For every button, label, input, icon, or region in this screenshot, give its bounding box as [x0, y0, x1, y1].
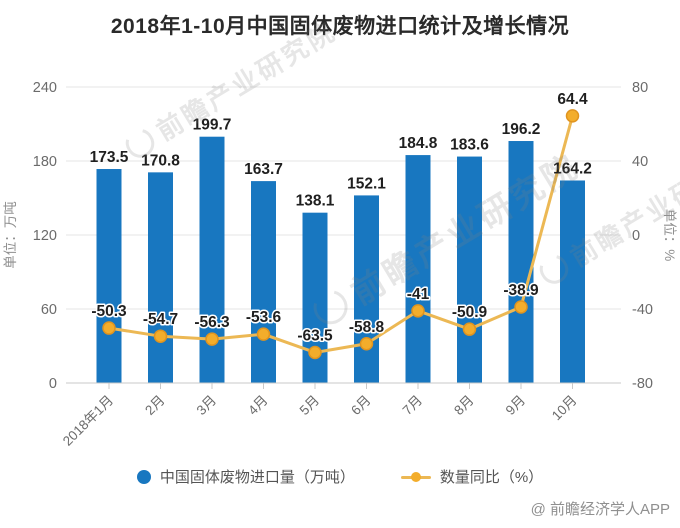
x-axis-category-label: 9月 — [503, 393, 528, 418]
legend-item-yoy[interactable]: 数量同比（%） — [400, 466, 544, 487]
x-axis-category-label: 4月 — [245, 393, 270, 418]
x-axis-category-label: 6月 — [348, 393, 373, 418]
line-marker — [514, 300, 528, 314]
line-marker — [102, 321, 116, 335]
line-value-label: -53.6 — [246, 309, 282, 326]
source-credit: @ 前瞻经济学人APP — [530, 501, 670, 518]
bar — [508, 141, 534, 383]
line-value-label: -56.3 — [194, 314, 230, 331]
legend-dot-icon — [410, 471, 421, 482]
line-marker — [205, 332, 219, 346]
bar-value-label: 138.1 — [296, 193, 335, 210]
left-axis-name: 单位：万吨 — [3, 201, 18, 269]
left-axis-tick-label: 0 — [49, 376, 57, 392]
line-marker — [359, 337, 374, 351]
line-marker — [411, 304, 425, 318]
line-value-label: -50.3 — [91, 303, 127, 320]
line-value-label: -41 — [407, 286, 430, 303]
line-value-label: 64.4 — [557, 91, 588, 108]
x-axis-category-label: 7月 — [400, 393, 425, 418]
x-axis-category-label: 5月 — [297, 393, 322, 418]
legend-circle-icon — [136, 469, 151, 484]
line-value-label: -63.5 — [297, 327, 333, 344]
right-axis-name: 单位：% — [662, 209, 677, 262]
bar-value-label: 163.7 — [244, 161, 283, 178]
right-axis-tick-label: 40 — [632, 154, 648, 170]
line-marker — [308, 345, 322, 360]
bar — [251, 181, 276, 383]
bar — [560, 180, 585, 383]
chart-title: 2018年1-10月中国固体废物进口统计及增长情况 — [110, 15, 570, 38]
legend-line-dot-icon — [400, 470, 431, 484]
x-axis-category-label: 10月 — [549, 393, 580, 424]
line-value-label: -38.9 — [503, 282, 539, 299]
bar-value-label: 170.8 — [141, 152, 180, 169]
x-axis-category-label: 3月 — [194, 393, 219, 418]
bar-value-label: 164.2 — [553, 160, 592, 177]
bar — [148, 172, 173, 383]
right-axis-tick-label: -80 — [632, 376, 653, 392]
left-axis-tick-label: 240 — [33, 80, 57, 96]
line-marker — [153, 329, 168, 343]
legend-label: 数量同比（%） — [439, 469, 544, 486]
x-axis-category-label: 2018年1月 — [60, 393, 116, 449]
yoy-line — [107, 114, 574, 354]
bar-value-label: 184.8 — [399, 135, 438, 152]
legend-item-imports[interactable]: 中国固体废物进口量（万吨） — [136, 466, 355, 487]
line-value-label: -50.9 — [452, 304, 488, 321]
x-axis-category-label: 8月 — [451, 393, 476, 418]
left-axis-tick-label: 180 — [33, 154, 57, 170]
x-axis-category-label: 2月 — [142, 393, 167, 418]
line-marker — [462, 322, 477, 336]
bar — [354, 195, 379, 383]
legend-label: 中国固体废物进口量（万吨） — [159, 469, 355, 486]
line-marker — [256, 327, 271, 341]
left-axis-tick-label: 120 — [33, 228, 57, 244]
line-marker — [565, 109, 580, 123]
right-axis-tick-label: -40 — [632, 302, 653, 318]
chart-legend: 中国固体废物进口量（万吨） 数量同比（%） — [0, 466, 680, 487]
bar — [199, 136, 225, 383]
right-axis-tick-label: 0 — [632, 228, 640, 244]
bar-value-label: 152.1 — [347, 175, 386, 192]
left-axis-tick-label: 60 — [41, 302, 57, 318]
bar-value-label: 183.6 — [450, 137, 489, 154]
bar — [96, 169, 122, 383]
bar — [405, 155, 431, 383]
line-value-label: -54.7 — [143, 311, 178, 328]
bar-value-label: 196.2 — [502, 121, 541, 138]
line-value-label: -58.8 — [349, 319, 385, 336]
bar-value-label: 173.5 — [90, 149, 129, 166]
bar-value-label: 199.7 — [193, 117, 232, 134]
right-axis-tick-label: 80 — [632, 80, 648, 96]
bar — [457, 156, 482, 383]
